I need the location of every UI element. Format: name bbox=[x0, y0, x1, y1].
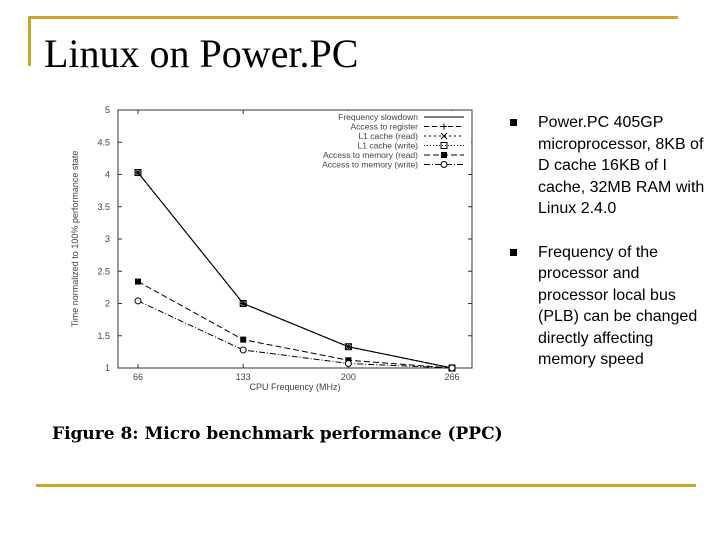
series-line bbox=[137, 300, 453, 369]
data-point bbox=[448, 364, 456, 372]
x-tick-label: 133 bbox=[236, 372, 251, 382]
y-tick-label: 3.5 bbox=[97, 202, 110, 212]
x-tick-label: 200 bbox=[341, 372, 356, 382]
legend-label: Access to memory (write) bbox=[322, 160, 418, 170]
y-tick-label: 4.5 bbox=[97, 137, 110, 147]
x-tick-label: 266 bbox=[444, 372, 459, 382]
series-line bbox=[137, 172, 453, 369]
benchmark-chart: 1 1.5 2 2.5 3 3.5 4 4.5 5 66 133 200 266 CPU Frequenc… bbox=[70, 105, 473, 392]
x-tick-label: 66 bbox=[133, 372, 143, 382]
frame-bottom-rule bbox=[36, 484, 696, 487]
series-line bbox=[137, 281, 453, 369]
figure-caption: Figure 8: Micro benchmark performance (P… bbox=[52, 424, 503, 444]
series-line bbox=[137, 172, 453, 369]
legend-label: Access to memory (read) bbox=[323, 150, 418, 160]
legend-marker bbox=[440, 161, 448, 168]
data-point bbox=[239, 300, 247, 307]
bullet-text: Frequency of the processor and processor… bbox=[538, 243, 698, 369]
frame-top-rule bbox=[28, 16, 678, 19]
y-tick-label: 5 bbox=[105, 105, 110, 115]
bullet-square-icon bbox=[510, 119, 517, 126]
data-point bbox=[240, 336, 247, 343]
data-point bbox=[345, 343, 352, 351]
y-tick-label: 2.5 bbox=[97, 266, 110, 276]
x-axis-label: CPU Frequency (MHz) bbox=[249, 382, 340, 392]
y-tick-label: 4 bbox=[105, 170, 110, 180]
legend-box bbox=[285, 111, 471, 172]
legend-marker bbox=[440, 142, 448, 149]
legend-label: L1 cache (read) bbox=[358, 131, 418, 141]
data-point bbox=[344, 359, 352, 367]
data-point bbox=[134, 297, 142, 305]
y-axis-label: Time normalized to 100% performance stat… bbox=[70, 151, 80, 328]
legend-label: Frequency slowdown bbox=[338, 112, 418, 122]
legend-marker bbox=[441, 152, 447, 158]
data-point bbox=[239, 346, 247, 354]
bullet-item: Frequency of the processor and processor… bbox=[508, 242, 708, 371]
bullet-item: Power.PC 405GP microprocessor, 8KB of D … bbox=[508, 112, 708, 220]
y-tick-label: 1 bbox=[105, 363, 110, 373]
data-point bbox=[344, 343, 352, 351]
legend-label: Access to register bbox=[350, 122, 418, 132]
bullet-square-icon bbox=[510, 248, 517, 256]
legend-label: L1 cache (write) bbox=[358, 141, 419, 151]
slide-title: Linux on Power.PC bbox=[44, 31, 359, 76]
y-tick-label: 3 bbox=[105, 234, 110, 244]
bullet-list: Power.PC 405GP microprocessor, 8KB of D … bbox=[508, 112, 708, 393]
series-line bbox=[137, 172, 453, 369]
series-line bbox=[137, 172, 453, 369]
legend-marker bbox=[441, 123, 447, 130]
y-tick-label: 2 bbox=[105, 299, 110, 309]
frame-left-rule bbox=[28, 16, 31, 66]
data-point bbox=[134, 169, 142, 177]
data-point bbox=[135, 278, 141, 285]
legend-marker bbox=[440, 132, 448, 140]
y-tick-label: 1.5 bbox=[97, 331, 110, 341]
bullet-text: Power.PC 405GP microprocessor, 8KB of D … bbox=[538, 114, 705, 217]
